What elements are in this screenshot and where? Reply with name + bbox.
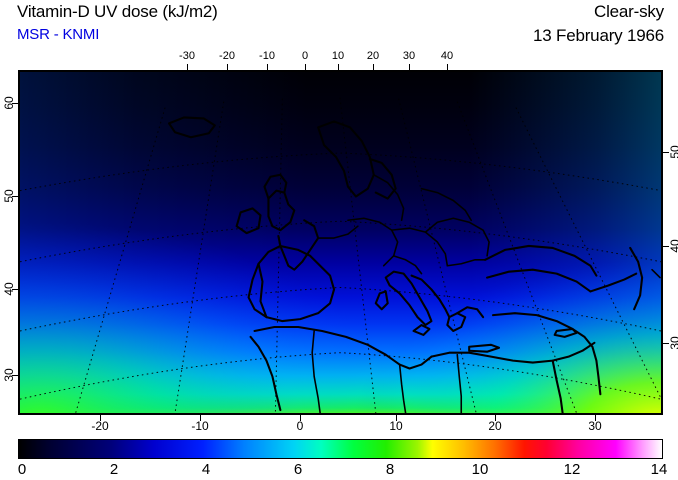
axis-tick-bottom [200,415,201,421]
axis-tick-top [187,64,188,70]
axis-label-bottom: -10 [191,419,209,433]
axis-label-top: -30 [179,50,195,62]
axis-label-bottom: 30 [588,419,602,433]
axis-tick-right [663,246,669,247]
page-title: Vitamin-D UV dose (kJ/m2) [17,2,218,21]
axis-tick-top [409,64,410,70]
axis-label-left: 40 [2,282,16,296]
axis-label-top: 30 [402,50,416,62]
axis-tick-left [12,196,18,197]
axis-tick-left [12,289,18,290]
axis-tick-bottom [100,415,101,421]
axis-label-bottom: -20 [91,419,109,433]
colorbar-tick-label: 6 [293,461,303,478]
axis-label-right: 30 [668,336,678,350]
axis-tick-top [373,64,374,70]
graticule [20,97,661,413]
uv-dose-map [18,70,663,415]
map-raster-and-coastlines [20,72,661,413]
axis-label-left: 60 [2,96,16,110]
axis-label-top: 0 [301,50,309,62]
colorbar-tick-label: 2 [109,461,119,478]
axis-label-top: -10 [259,50,275,62]
uv-dose-field [20,72,661,413]
axis-tick-bottom [300,415,301,421]
sky-condition-label: Clear-sky [594,2,664,21]
colorbar-tick-label: 0 [17,461,27,478]
axis-tick-bottom [396,415,397,421]
colorbar-tick-label: 14 [650,461,668,478]
axis-tick-left [12,375,18,376]
colorbar-tick-label: 8 [385,461,395,478]
coastlines [168,116,661,413]
axis-label-top: 20 [366,50,380,62]
axis-label-bottom: 20 [488,419,502,433]
axis-tick-top [267,64,268,70]
axis-label-right: 40 [668,239,678,253]
colorbar [18,439,663,459]
axis-label-bottom: 0 [296,419,304,433]
axis-tick-bottom [595,415,596,421]
axis-tick-top [305,64,306,70]
date-label: 13 February 1966 [533,26,664,45]
axis-tick-right [663,152,669,153]
colorbar-tick-label: 12 [563,461,581,478]
axis-tick-left [12,103,18,104]
data-source-label: MSR - KNMI [17,26,100,43]
axis-tick-bottom [495,415,496,421]
colorbar-gradient [18,439,663,459]
colorbar-tick-label: 10 [471,461,489,478]
axis-label-top: 40 [440,50,454,62]
figure-header: Vitamin-D UV dose (kJ/m2) MSR - KNMI Cle… [0,0,678,52]
axis-label-right: 50 [668,145,678,159]
axis-label-top: -20 [219,50,235,62]
axis-tick-top [447,64,448,70]
axis-label-bottom: 10 [389,419,403,433]
colorbar-tick-label: 4 [201,461,211,478]
axis-label-left: 30 [2,368,16,382]
axis-tick-top [338,64,339,70]
axis-label-top: 10 [331,50,345,62]
axis-tick-right [663,343,669,344]
axis-tick-top [227,64,228,70]
axis-label-left: 50 [2,189,16,203]
